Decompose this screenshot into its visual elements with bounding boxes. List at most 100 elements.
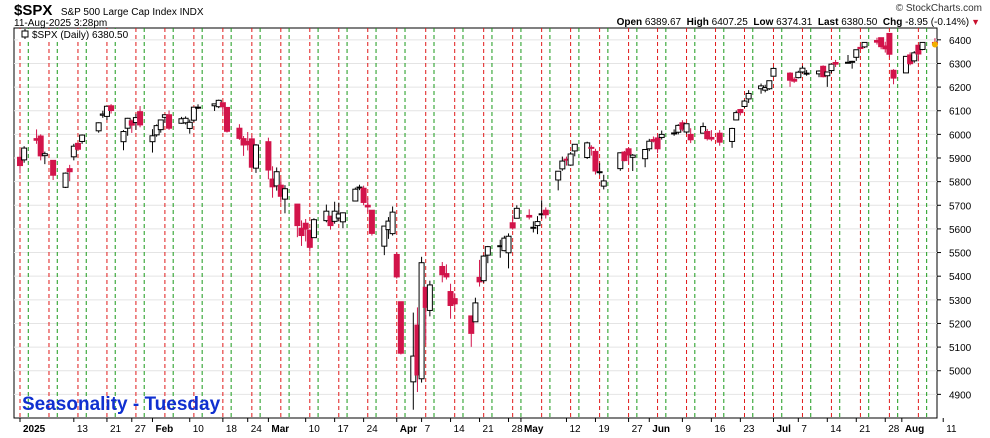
- x-tick-label: 14: [830, 424, 842, 435]
- candle-body: [791, 78, 798, 82]
- candle-body: [600, 180, 607, 187]
- x-tick-label: 24: [251, 424, 263, 435]
- candle-body: [716, 132, 723, 143]
- candle-body: [153, 125, 160, 136]
- candle-body: [700, 126, 707, 134]
- x-tick-label: 11: [946, 424, 957, 435]
- x-tick-label: 10: [193, 424, 205, 435]
- candle-body: [787, 72, 794, 81]
- candle-body: [832, 62, 839, 65]
- candle-body: [190, 106, 197, 121]
- x-tick-label: 10: [309, 424, 321, 435]
- plot-area: [13, 27, 938, 419]
- candle-body: [236, 127, 243, 139]
- candle-body: [62, 172, 69, 188]
- candle-body: [310, 219, 317, 239]
- x-tick-label: 2025: [23, 424, 46, 435]
- candle-body: [729, 127, 736, 142]
- candle-body: [824, 71, 831, 77]
- candle-body: [74, 142, 81, 150]
- candle-body: [658, 133, 665, 138]
- candle-body: [137, 111, 144, 126]
- last-price-marker: [931, 41, 938, 48]
- candle-body: [443, 273, 450, 278]
- candle-body: [157, 119, 164, 131]
- x-tick-label: 12: [569, 424, 581, 435]
- x-tick-label: Apr: [400, 424, 417, 435]
- y-tick-label: 6200: [949, 83, 972, 94]
- x-tick-label: 19: [598, 424, 610, 435]
- candle-body: [360, 187, 367, 203]
- candle-body: [902, 55, 909, 74]
- candle-body: [555, 170, 562, 181]
- x-tick-label: Aug: [905, 424, 924, 435]
- open-label: Open: [616, 17, 643, 28]
- candle-body: [50, 159, 57, 176]
- candle-body: [621, 151, 628, 162]
- legend-candle-icon: [20, 29, 30, 39]
- y-tick-label: 5600: [949, 225, 972, 236]
- y-tick-label: 5800: [949, 178, 972, 189]
- candle-body: [252, 144, 259, 169]
- candle-body: [368, 209, 375, 234]
- y-tick-label: 6300: [949, 59, 972, 70]
- x-tick-label: 21: [483, 424, 495, 435]
- candle-body: [766, 80, 773, 90]
- candle-body: [853, 49, 860, 58]
- x-tick-label: 18: [226, 424, 238, 435]
- candle-body: [66, 168, 73, 173]
- candle-body: [418, 262, 425, 380]
- x-tick-label: 13: [77, 424, 89, 435]
- candle-body: [41, 153, 48, 157]
- candle-body: [339, 212, 346, 223]
- y-tick-label: 5900: [949, 154, 972, 165]
- candle-body: [878, 37, 885, 48]
- x-tick-label: 28: [512, 424, 524, 435]
- x-tick-label: 7: [801, 424, 807, 435]
- x-tick-label: Jul: [776, 424, 791, 435]
- candle-body: [273, 171, 280, 187]
- candle-body: [803, 72, 810, 75]
- candle-body: [298, 227, 305, 237]
- candle-body: [426, 284, 433, 311]
- candle-body: [166, 114, 173, 129]
- candle-body: [687, 133, 694, 141]
- candle-body: [472, 302, 479, 323]
- candle-body: [265, 141, 272, 171]
- candle-body: [120, 131, 127, 143]
- x-tick-label: 7: [425, 424, 431, 435]
- candle-body: [70, 145, 77, 158]
- low-label: Low: [753, 17, 774, 28]
- candle-body: [513, 207, 520, 219]
- x-tick-label: 16: [714, 424, 726, 435]
- x-tick-label: 17: [338, 424, 350, 435]
- candle-body: [542, 209, 549, 216]
- candle-body: [588, 146, 595, 149]
- y-tick-label: 5000: [949, 367, 972, 378]
- high-value: 6407.25: [711, 17, 748, 28]
- legend-label: $SPX (Daily) 6380.50: [32, 30, 129, 41]
- candle-body: [733, 112, 740, 121]
- brand-logo: © StockCharts.com: [895, 3, 982, 14]
- candle-body: [571, 143, 578, 152]
- candle-body: [890, 69, 897, 79]
- last-value: 6380.50: [841, 17, 878, 28]
- candle-body: [37, 135, 44, 157]
- chg-label: Chg: [882, 17, 903, 28]
- candle-body: [381, 225, 388, 247]
- candle-body: [294, 203, 301, 227]
- seasonality-annotation: Seasonality - Tuesday: [22, 394, 221, 415]
- candle-body: [79, 134, 86, 142]
- candle-body: [592, 150, 599, 172]
- candle-body: [886, 32, 893, 55]
- candle-body: [281, 188, 288, 200]
- candle-body: [509, 222, 516, 229]
- candle-body: [828, 63, 835, 72]
- candle-body: [857, 46, 864, 50]
- x-tick-label: 9: [685, 424, 691, 435]
- candle-body: [451, 298, 458, 305]
- y-tick-label: 5100: [949, 343, 972, 354]
- open-value: 6389.67: [644, 17, 682, 28]
- chart-legend: $SPX (Daily) 6380.50: [18, 29, 131, 41]
